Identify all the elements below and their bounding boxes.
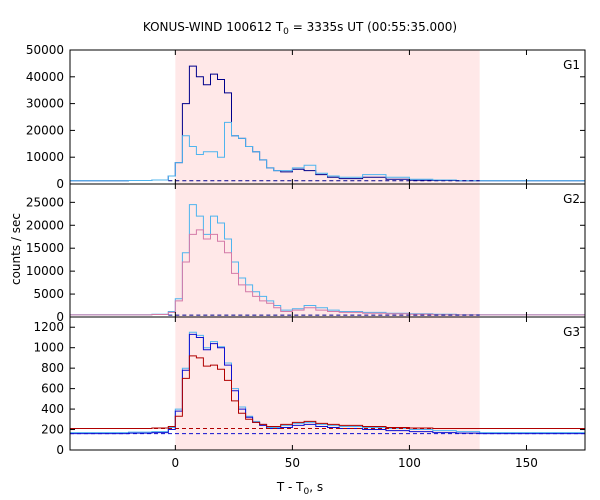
y-tick-label: 0 (56, 310, 64, 324)
y-tick-label: 0 (56, 177, 64, 191)
x-tick-label: 0 (172, 456, 180, 470)
shaded-interval-g3 (175, 317, 480, 450)
y-tick-label: 1200 (33, 320, 64, 334)
y-tick-label: 20000 (26, 123, 64, 137)
chart-title: KONUS-WIND 100612 T0 = 3335s UT (00:55:3… (142, 20, 458, 37)
y-tick-label: 50000 (26, 43, 64, 57)
x-tick-label: 150 (515, 456, 538, 470)
y-tick-label: 30000 (26, 97, 64, 111)
x-tick-label: 100 (398, 456, 421, 470)
x-tick-label: 50 (285, 456, 300, 470)
y-tick-label: 400 (41, 402, 64, 416)
y-tick-label: 200 (41, 423, 64, 437)
y-tick-label: 1000 (33, 341, 64, 355)
series-g1-light (70, 121, 585, 182)
series-g3-red (70, 355, 585, 429)
y-tick-label: 20000 (26, 218, 64, 232)
y-tick-label: 25000 (26, 195, 64, 209)
y-tick-label: 10000 (26, 264, 64, 278)
y-tick-label: 5000 (33, 287, 64, 301)
panel-label-g2: G2 (563, 192, 580, 206)
y-tick-label: 600 (41, 382, 64, 396)
y-tick-label: 15000 (26, 241, 64, 255)
y-tick-label: 800 (41, 361, 64, 375)
shaded-interval-g2 (175, 184, 480, 317)
series-g2-pink (70, 229, 585, 316)
y-tick-label: 10000 (26, 150, 64, 164)
panel-frame-g3 (69, 316, 586, 451)
panel-label-g3: G3 (563, 325, 580, 339)
y-tick-label: 40000 (26, 70, 64, 84)
shaded-interval-g1 (175, 50, 480, 184)
panel-label-g1: G1 (563, 58, 580, 72)
x-axis-label: T - T0, s (276, 480, 324, 497)
y-tick-label: 0 (56, 443, 64, 457)
